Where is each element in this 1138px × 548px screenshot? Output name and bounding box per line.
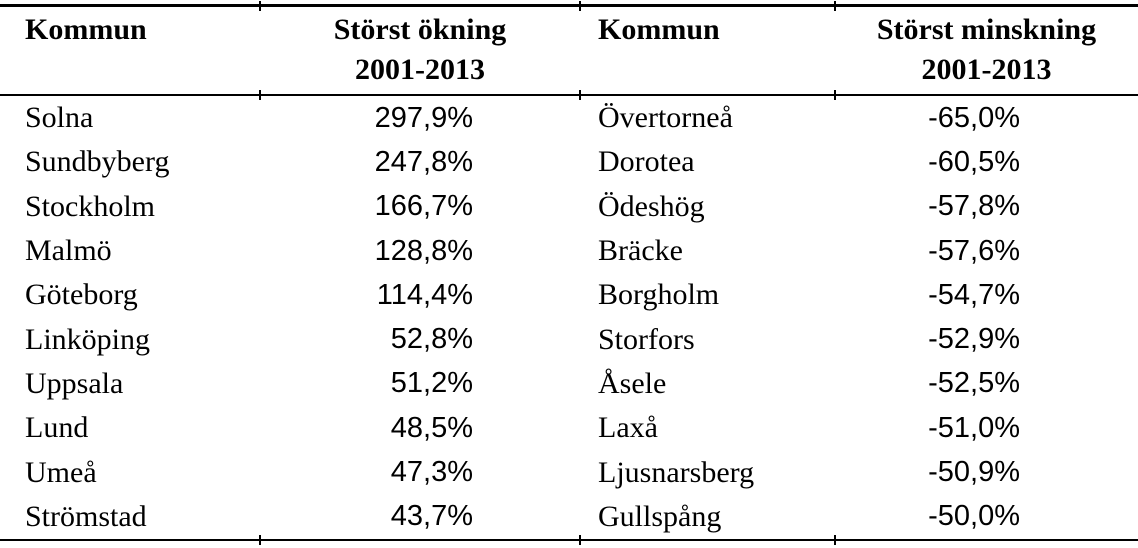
table-row: Sundbyberg 247,8% Dorotea -60,5% [0,140,1138,184]
decrease-value-cell: -57,6% [928,234,1020,267]
table-row: Malmö 128,8% Bräcke -57,6% [0,229,1138,273]
column-tick [834,90,836,100]
kommun-increase-cell: Stockholm [25,189,156,223]
table-bottom-rule [0,539,1138,541]
table-row: Lund 48,5% Laxå -51,0% [0,406,1138,450]
kommun-increase-cell: Sundbyberg [25,145,170,179]
column-tick [259,1,261,11]
table-row: Stockholm 166,7% Ödeshög -57,8% [0,185,1138,229]
table-row: Uppsala 51,2% Åsele -52,5% [0,362,1138,406]
column-tick [259,90,261,100]
header-storst-okning: Störst ökning 2001-2013 [260,7,580,94]
kommun-decrease-cell: Ljusnarsberg [598,455,755,489]
kommun-increase-cell: Linköping [25,322,150,356]
table-row: Umeå 47,3% Ljusnarsberg -50,9% [0,450,1138,494]
column-tick [579,535,581,545]
decrease-value-cell: -60,5% [928,145,1020,178]
column-tick [579,90,581,100]
kommun-decrease-cell: Borgholm [598,278,720,312]
increase-value-cell: 51,2% [390,367,473,400]
decrease-value-cell: -50,0% [928,500,1020,533]
decrease-value-cell: -52,9% [928,323,1020,356]
increase-value-cell: 128,8% [374,234,473,267]
kommun-increase-cell: Uppsala [25,366,124,400]
increase-value-cell: 297,9% [374,101,473,134]
kommun-decrease-cell: Dorotea [598,145,695,179]
header-storst-okning-line2: 2001-2013 [355,53,485,86]
header-kommun-right: Kommun [598,13,720,46]
increase-value-cell: 114,4% [376,278,473,311]
header-storst-minskning-line2: 2001-2013 [921,53,1052,86]
column-tick [834,535,836,545]
table-header-row: Kommun Störst ökning 2001-2013 Kommun St… [0,7,1138,94]
increase-value-cell: 166,7% [374,190,473,223]
kommun-decrease-cell: Bräcke [598,234,683,268]
decrease-value-cell: -52,5% [928,367,1020,400]
header-kommun-left: Kommun [25,13,147,46]
decrease-value-cell: -65,0% [928,101,1020,134]
column-tick [259,535,261,545]
kommun-decrease-cell: Laxå [598,411,658,445]
kommun-decrease-cell: Gullspång [598,499,722,533]
increase-value-cell: 48,5% [390,411,473,444]
header-separator-rule [0,94,1138,96]
kommun-increase-cell: Malmö [25,234,112,268]
kommun-increase-cell: Lund [25,411,89,445]
header-storst-minskning-line1: Störst minskning [876,13,1097,46]
table-row: Strömstad 43,7% Gullspång -50,0% [0,495,1138,539]
increase-value-cell: 247,8% [374,145,473,178]
increase-value-cell: 47,3% [390,456,473,489]
kommun-decrease-cell: Storfors [598,322,695,356]
decrease-value-cell: -57,8% [928,190,1020,223]
kommun-decrease-cell: Övertorneå [598,101,733,135]
kommun-decrease-cell: Ödeshög [598,189,705,223]
increase-value-cell: 52,8% [390,323,473,356]
table-row: Solna 297,9% Övertorneå -65,0% [0,96,1138,140]
kommun-increase-cell: Göteborg [25,278,138,312]
table-row: Göteborg 114,4% Borgholm -54,7% [0,273,1138,317]
decrease-value-cell: -51,0% [928,411,1020,444]
decrease-value-cell: -54,7% [928,278,1020,311]
table-body: Solna 297,9% Övertorneå -65,0% Sundbyber… [0,96,1138,539]
table-row: Linköping 52,8% Storfors -52,9% [0,317,1138,361]
table-top-rule [0,4,1138,7]
header-storst-okning-line1: Störst ökning [333,13,507,46]
decrease-value-cell: -50,9% [928,456,1020,489]
header-storst-minskning: Störst minskning 2001-2013 [835,7,1138,94]
kommun-increase-cell: Strömstad [25,499,147,533]
increase-value-cell: 43,7% [390,500,473,533]
kommun-decrease-cell: Åsele [598,366,667,400]
column-tick [834,1,836,11]
kommun-increase-cell: Umeå [25,455,97,489]
kommun-increase-cell: Solna [25,101,94,135]
column-tick [579,1,581,11]
